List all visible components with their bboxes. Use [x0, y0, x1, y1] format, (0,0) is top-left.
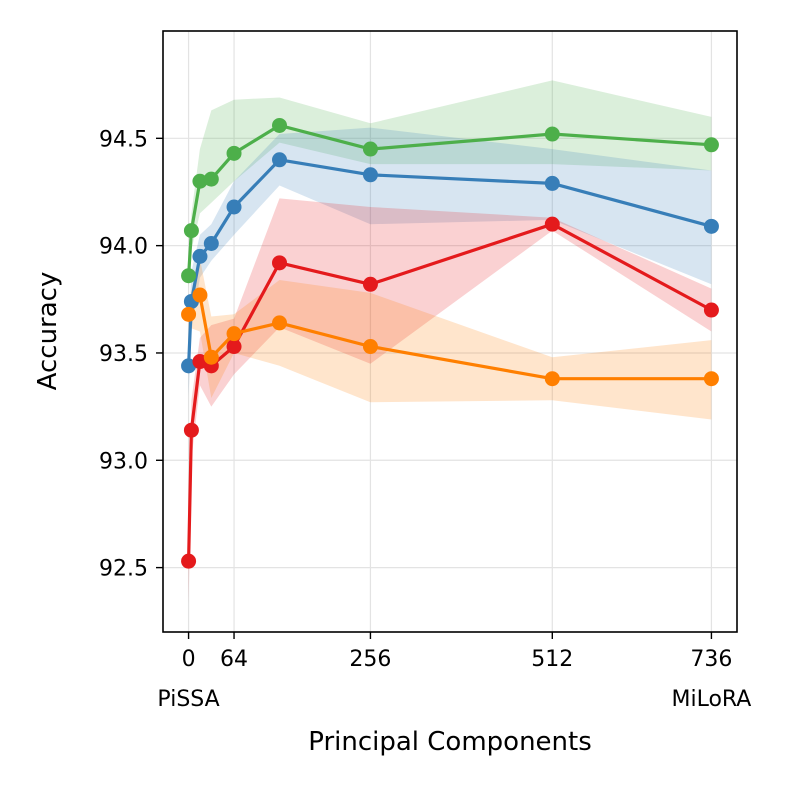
y-tick-label: 94.5 [99, 127, 148, 152]
orange-data-point [192, 287, 208, 303]
blue-data-point [272, 152, 288, 168]
blue-confidence-band [188, 127, 712, 396]
x-axis-title: Principal Components [308, 727, 592, 757]
blue-data-point [362, 167, 378, 183]
orange-data-point [226, 326, 242, 342]
green-data-point [181, 268, 197, 284]
red-data-point [544, 216, 560, 232]
blue-data-point [544, 175, 560, 191]
red-data-point [181, 553, 197, 569]
green-data-point [272, 117, 288, 133]
red-data-point [272, 255, 288, 271]
green-data-point [183, 223, 199, 239]
blue-data-point [181, 358, 197, 374]
green-data-point [703, 137, 719, 153]
green-data-point [203, 171, 219, 187]
x-sub-label: PiSSA [157, 687, 219, 712]
y-tick-label: 94.0 [99, 235, 148, 260]
orange-data-point [703, 371, 719, 387]
y-tick-label: 93.0 [99, 449, 148, 474]
blue-data-point [203, 235, 219, 251]
x-tick-label: 512 [531, 647, 573, 672]
y-tick-label: 93.5 [99, 342, 148, 367]
blue-data-point [226, 199, 242, 215]
orange-data-point [203, 349, 219, 365]
red-data-point [226, 339, 242, 355]
red-data-point [192, 354, 208, 370]
green-data-point [544, 126, 560, 142]
orange-data-point [181, 306, 197, 322]
red-data-point [703, 302, 719, 318]
green-confidence-band [188, 80, 712, 289]
x-tick-label: 64 [220, 647, 248, 672]
green-data-point [362, 141, 378, 157]
orange-data-point [362, 339, 378, 355]
blue-data-point [703, 218, 719, 234]
x-tick-label: 256 [349, 647, 391, 672]
confidence-bands [188, 80, 712, 605]
y-tick-label: 92.5 [99, 557, 148, 582]
orange-series-line [187, 293, 712, 381]
red-data-point [183, 422, 199, 438]
orange-data-point [272, 315, 288, 331]
plot-frame [162, 30, 738, 633]
green-data-point [226, 145, 242, 161]
blue-data-point [192, 248, 208, 264]
orange-data-point [544, 371, 560, 387]
series-points [181, 117, 719, 569]
x-tick-label: 736 [690, 647, 732, 672]
x-sub-label: MiLoRA [671, 687, 751, 712]
y-axis-title: Accuracy [33, 272, 63, 391]
green-data-point [192, 173, 208, 189]
red-confidence-band [188, 198, 712, 605]
red-data-point [362, 276, 378, 292]
axis-ticks: 0 64 256 512 736 PiSSA MiLoRA 92.5 93.0 93.5 94.0 9… [99, 127, 751, 712]
x-tick-label: 0 [182, 647, 196, 672]
